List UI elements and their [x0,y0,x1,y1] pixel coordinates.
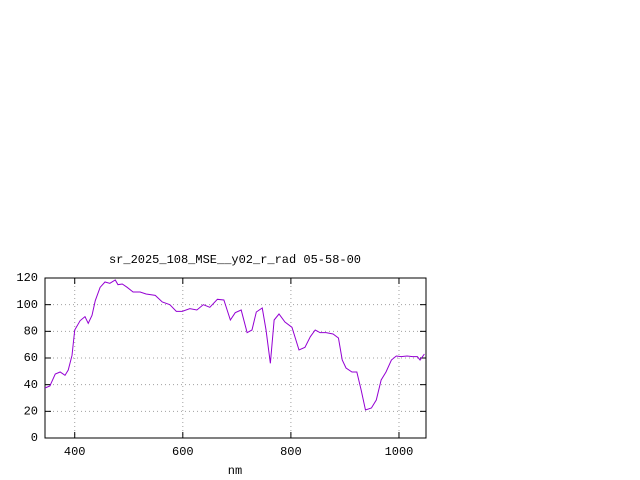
y-tick-label: 0 [31,431,38,445]
x-axis-label: nm [228,464,242,478]
y-tick-label: 80 [24,325,38,339]
y-tick-label: 120 [16,271,38,285]
x-tick-label: 800 [280,445,302,459]
y-tick-label: 20 [24,405,38,419]
x-tick-label: 400 [64,445,86,459]
x-tick-label: 1000 [385,445,414,459]
y-tick-label: 40 [24,378,38,392]
plot-frame [44,277,427,439]
x-tick-label: 600 [172,445,194,459]
data-line [44,279,425,411]
y-tick-label: 100 [16,298,38,312]
chart-title: sr_2025_108_MSE__y02_r_rad 05-58-00 [109,253,361,267]
y-tick-label: 60 [24,351,38,365]
